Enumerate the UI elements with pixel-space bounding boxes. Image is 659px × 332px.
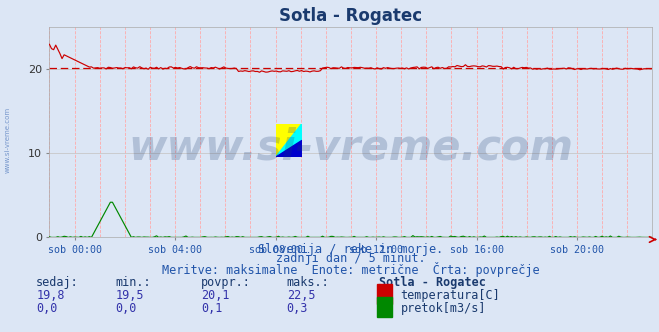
Text: www.si-vreme.com: www.si-vreme.com (128, 127, 573, 169)
Text: maks.:: maks.: (287, 276, 330, 289)
Text: Slovenija / reke in morje.: Slovenija / reke in morje. (258, 243, 444, 256)
Text: 0,3: 0,3 (287, 302, 308, 315)
Polygon shape (275, 124, 302, 157)
Text: 20,1: 20,1 (201, 289, 229, 302)
Text: pretok[m3/s]: pretok[m3/s] (401, 302, 486, 315)
Text: 0,1: 0,1 (201, 302, 222, 315)
Polygon shape (275, 124, 302, 157)
Text: povpr.:: povpr.: (201, 276, 251, 289)
Text: 0,0: 0,0 (36, 302, 57, 315)
Text: 22,5: 22,5 (287, 289, 315, 302)
Text: 19,8: 19,8 (36, 289, 65, 302)
Text: Sotla - Rogatec: Sotla - Rogatec (379, 276, 486, 289)
Text: 0,0: 0,0 (115, 302, 136, 315)
Text: temperatura[C]: temperatura[C] (401, 289, 500, 302)
Text: www.si-vreme.com: www.si-vreme.com (5, 106, 11, 173)
Text: min.:: min.: (115, 276, 151, 289)
Title: Sotla - Rogatec: Sotla - Rogatec (279, 7, 422, 25)
Text: 19,5: 19,5 (115, 289, 144, 302)
Text: zadnji dan / 5 minut.: zadnji dan / 5 minut. (275, 252, 426, 265)
Text: sedaj:: sedaj: (36, 276, 79, 289)
Text: Meritve: maksimalne  Enote: metrične  Črta: povprečje: Meritve: maksimalne Enote: metrične Črta… (161, 262, 540, 277)
Polygon shape (275, 140, 302, 157)
